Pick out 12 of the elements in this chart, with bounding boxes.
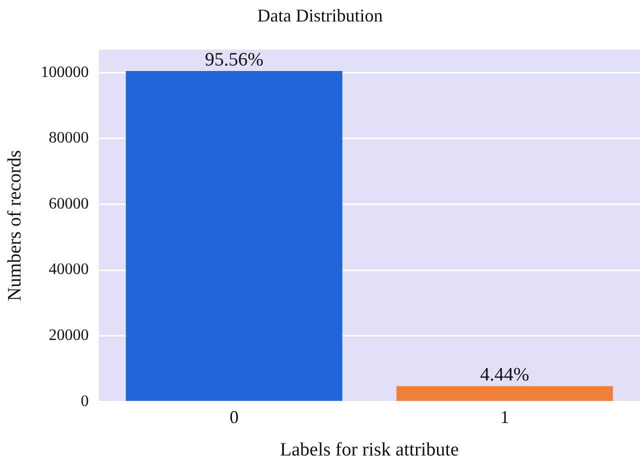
y-tick-label: 0 (80, 392, 89, 410)
y-tick-label: 20000 (48, 327, 89, 344)
annotation: 4.44% (480, 364, 530, 386)
x-tick-label: 1 (500, 407, 510, 428)
x-axis-title: Labels for risk attribute (280, 440, 459, 461)
y-tick-label: 100000 (40, 64, 89, 81)
y-tick-label: 40000 (48, 261, 89, 278)
chart-title: Data Distribution (257, 6, 383, 26)
annotation: 95.56% (204, 49, 264, 70)
y-axis-title: Numbers of records (4, 150, 26, 302)
y-tick-label: 60000 (48, 195, 89, 212)
y-tick-label: 80000 (48, 130, 89, 147)
